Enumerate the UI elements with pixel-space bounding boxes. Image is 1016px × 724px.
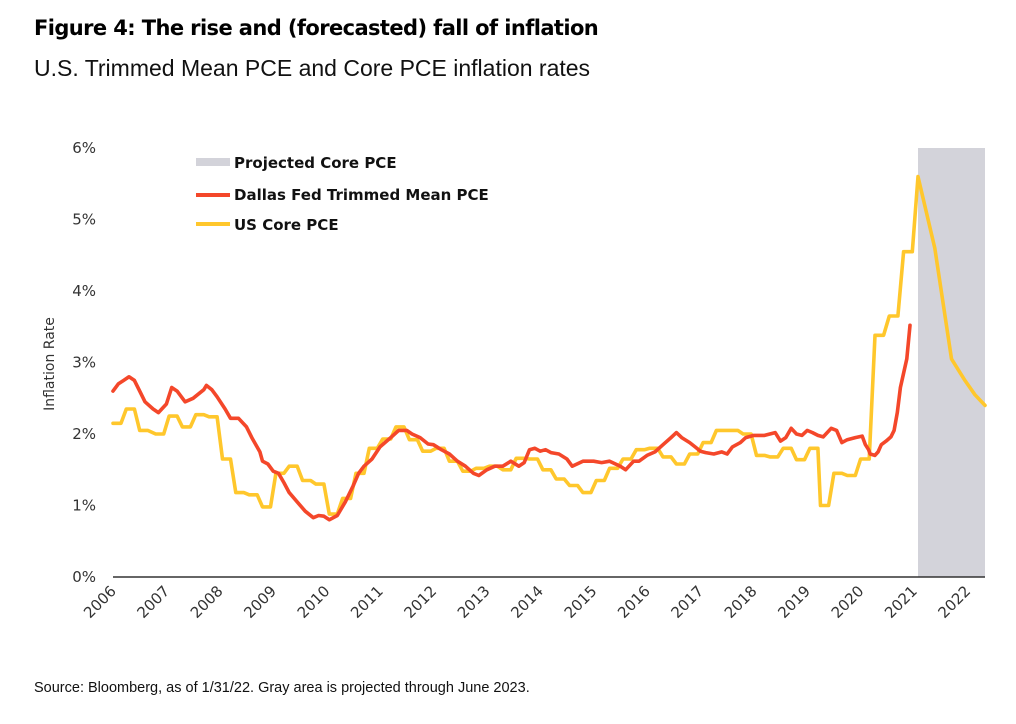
x-tick-label: 2022 [934,582,974,622]
x-tick-label: 2009 [240,582,280,622]
x-axis-ticks: 2006 2007 2008 2009 2010 2011 2012 2013 2014 2015… [80,582,974,622]
chart-subtitle: U.S. Trimmed Mean PCE and Core PCE infla… [34,55,591,81]
series-line-core-pce [111,174,987,516]
legend-label-core-pce: US Core PCE [234,216,339,234]
y-tick-label: 1% [72,497,96,515]
legend-item-trimmed-mean: Dallas Fed Trimmed Mean PCE [196,186,489,204]
chart-title: Figure 4: The rise and (forecasted) fall… [34,16,599,40]
y-tick-label: 2% [72,425,96,443]
x-tick-label: 2007 [133,582,173,622]
legend: Projected Core PCE Dallas Fed Trimmed Me… [196,154,489,234]
source-note: Source: Bloomberg, as of 1/31/22. Gray a… [34,680,530,696]
x-tick-label: 2008 [187,582,227,622]
y-tick-label: 6% [72,139,96,157]
legend-label-projected: Projected Core PCE [234,154,397,172]
y-tick-label: 0% [72,568,96,586]
legend-swatch-projected [196,158,230,166]
x-tick-label: 2021 [881,582,921,622]
x-tick-label: 2015 [561,582,601,622]
y-tick-label: 5% [72,211,96,229]
series-line-trimmed-mean [111,323,912,522]
x-tick-label: 2020 [828,582,868,622]
y-tick-label: 4% [72,282,96,300]
y-tick-label: 3% [72,354,96,372]
x-tick-label: 2013 [454,582,494,622]
x-tick-label: 2017 [667,582,707,622]
legend-label-trimmed-mean: Dallas Fed Trimmed Mean PCE [234,186,489,204]
x-tick-label: 2014 [507,582,547,622]
x-tick-label: 2016 [614,582,654,622]
legend-item-core-pce: US Core PCE [196,216,339,234]
x-tick-label: 2010 [294,582,334,622]
x-tick-label: 2006 [80,582,120,622]
x-tick-label: 2012 [400,582,440,622]
legend-item-projected: Projected Core PCE [196,154,397,172]
x-tick-label: 2018 [721,582,761,622]
series-layer [111,174,987,522]
y-axis-ticks: 0% 1% 2% 3% 4% 5% 6% [72,139,96,586]
x-tick-label: 2019 [774,582,814,622]
x-tick-label: 2011 [347,582,387,622]
y-axis-label: Inflation Rate [42,317,58,411]
